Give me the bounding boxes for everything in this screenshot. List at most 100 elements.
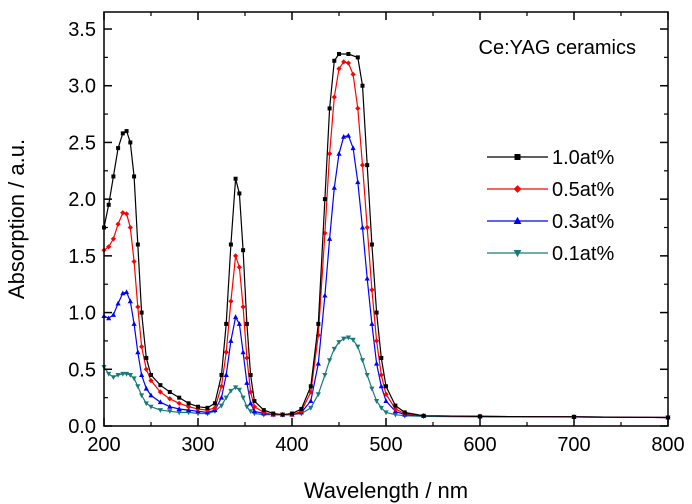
data-point	[337, 51, 341, 56]
data-point	[233, 314, 239, 320]
x-tick-label: 800	[651, 434, 684, 456]
data-point	[139, 310, 144, 315]
series-line	[103, 134, 669, 419]
data-point	[359, 224, 366, 230]
x-tick-label: 300	[181, 434, 214, 456]
legend-label: 1.0at%	[552, 147, 614, 169]
data-point	[143, 366, 149, 372]
data-point	[186, 401, 191, 406]
series-line	[103, 61, 669, 419]
data-point	[369, 242, 374, 247]
data-point	[364, 224, 370, 231]
data-point	[115, 372, 121, 378]
data-point	[177, 395, 182, 400]
legend-marker	[513, 185, 522, 193]
data-point	[261, 408, 266, 413]
data-point	[364, 372, 370, 378]
data-point	[327, 358, 333, 364]
data-point	[120, 131, 125, 136]
data-point	[290, 411, 294, 416]
data-point	[244, 355, 250, 361]
data-point	[336, 66, 342, 72]
data-point	[331, 185, 337, 190]
data-point	[341, 59, 347, 65]
data-point	[345, 335, 351, 341]
data-point	[115, 300, 121, 306]
data-point	[322, 372, 328, 378]
data-point	[421, 413, 426, 418]
data-point	[223, 349, 229, 355]
data-point	[248, 400, 254, 406]
data-point	[345, 132, 351, 138]
data-point	[350, 71, 356, 77]
data-point	[244, 321, 249, 326]
chart-annotation: Ce:YAG ceramics	[479, 37, 636, 59]
legend: 1.0at% 0.5at% 0.3at% 0.1at%	[487, 147, 614, 265]
data-point	[236, 264, 242, 270]
x-tick-label: 700	[557, 434, 590, 456]
data-point	[336, 340, 342, 345]
data-point	[331, 346, 337, 352]
data-point	[143, 401, 149, 407]
x-tick-label: 200	[87, 434, 120, 456]
x-tick-label: 600	[463, 434, 496, 456]
data-point	[176, 410, 182, 416]
data-point	[233, 385, 239, 391]
y-tick-label: 0.5	[68, 359, 96, 381]
data-point	[106, 315, 112, 321]
data-point	[393, 403, 398, 408]
data-point	[144, 355, 149, 360]
data-point	[374, 310, 379, 315]
data-point	[115, 221, 121, 227]
legend-entry: 0.5at%	[487, 179, 614, 201]
data-point	[106, 202, 111, 207]
data-point	[157, 389, 163, 395]
data-point	[110, 312, 116, 317]
data-point	[365, 163, 370, 168]
data-point	[241, 248, 246, 253]
data-point	[402, 410, 407, 415]
data-point	[158, 383, 163, 388]
data-point	[186, 407, 192, 413]
data-point	[135, 242, 140, 247]
data-point	[120, 371, 126, 377]
legend-marker	[514, 154, 521, 160]
data-point	[341, 133, 347, 139]
data-point	[127, 224, 133, 231]
series-1	[101, 59, 671, 421]
data-point	[228, 298, 234, 304]
data-point	[143, 385, 149, 391]
data-point	[176, 406, 182, 411]
series-line	[103, 53, 669, 419]
y-tick-label: 3.0	[68, 76, 96, 98]
data-point	[218, 394, 225, 400]
data-point	[148, 392, 154, 398]
data-point	[127, 372, 133, 378]
y-tick-label: 3.5	[68, 19, 96, 41]
legend-marker	[513, 216, 522, 224]
data-point	[120, 210, 126, 216]
data-point	[379, 355, 384, 360]
data-point	[331, 94, 337, 100]
data-point	[219, 372, 224, 377]
data-point	[240, 349, 246, 355]
data-point	[374, 360, 380, 366]
data-point	[131, 376, 137, 382]
data-point	[327, 236, 333, 241]
y-tick-label: 2.5	[68, 132, 96, 154]
ticks-layer: 200 300 400 500 600 700 800 0.0 0.5 1.0 1.5 2.0 2.5 3…	[68, 12, 685, 456]
data-point	[123, 211, 130, 217]
data-point	[106, 371, 112, 377]
data-point	[359, 358, 366, 364]
legend-label: 0.1at%	[552, 243, 614, 265]
data-point	[251, 404, 257, 410]
data-point	[124, 129, 129, 134]
data-point	[106, 244, 112, 250]
data-point	[248, 372, 253, 377]
data-point	[360, 83, 365, 88]
data-point	[350, 337, 356, 343]
data-point	[148, 404, 154, 410]
legend-entry: 1.0at%	[487, 147, 614, 169]
y-axis-label: Absorption / a.u.	[4, 139, 29, 299]
